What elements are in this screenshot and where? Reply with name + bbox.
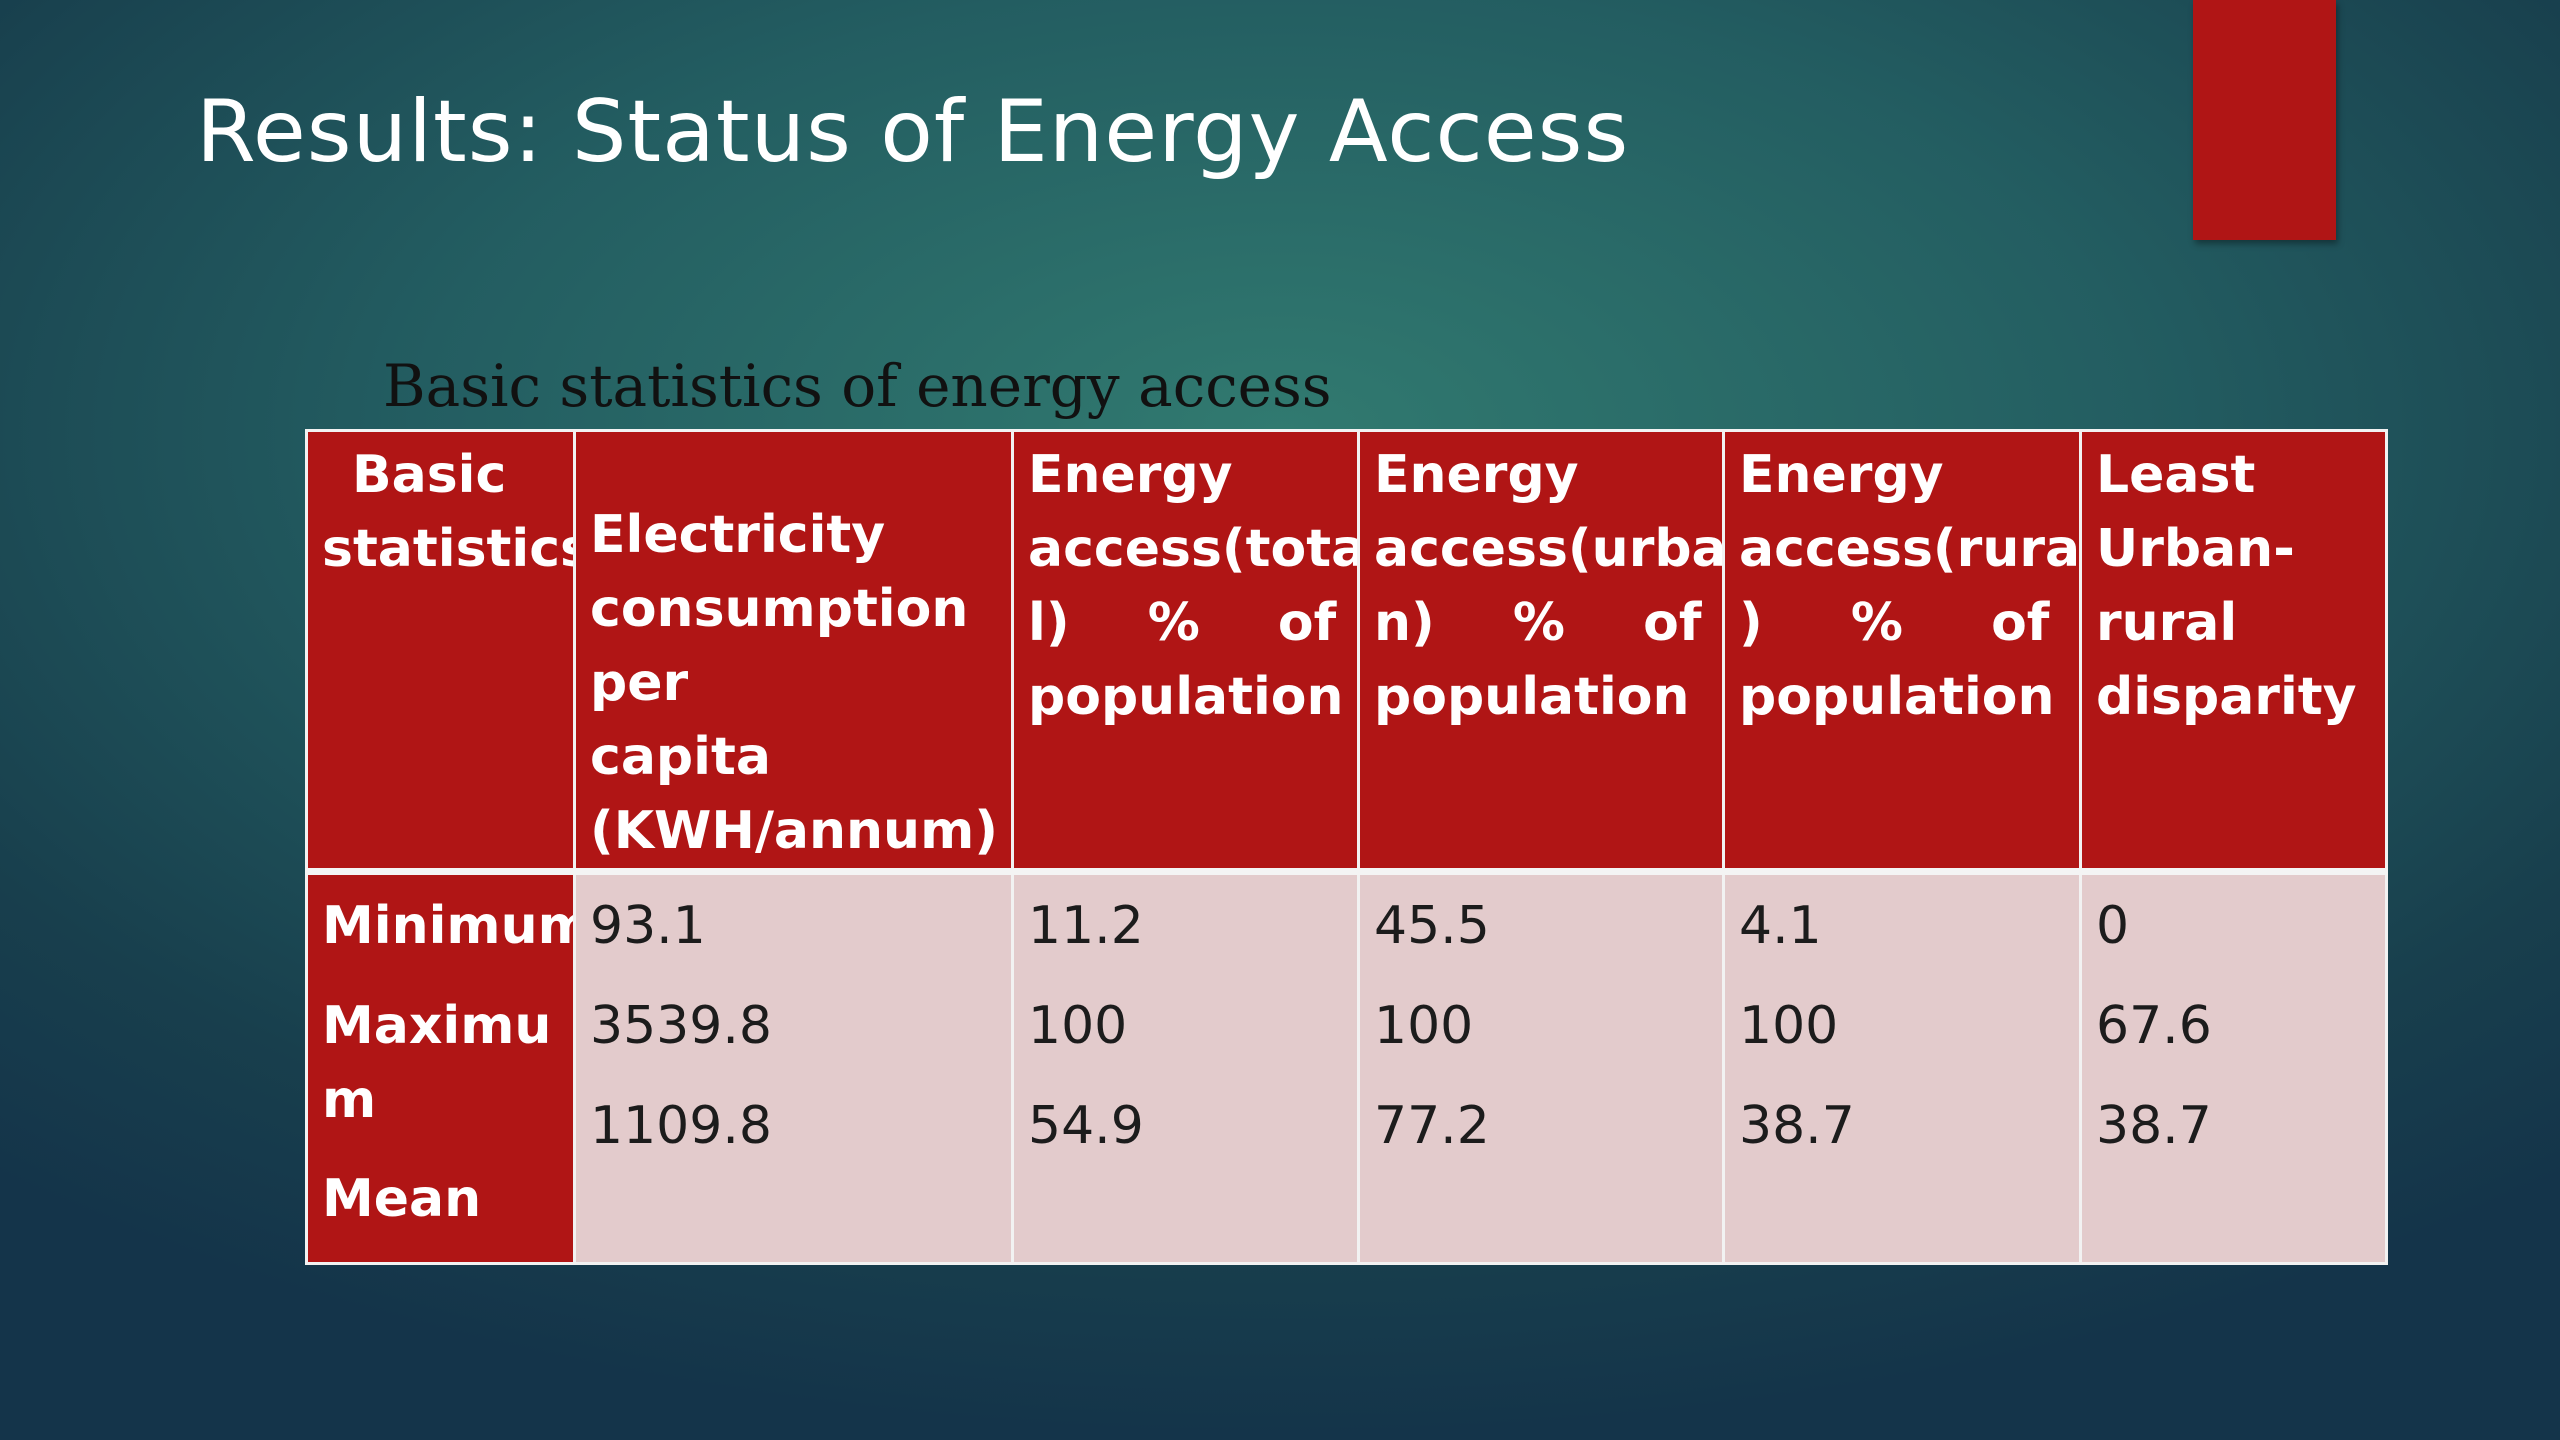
- row-label-minimum: Minimum: [322, 896, 575, 956]
- value-minimum: 11.2: [1028, 896, 1144, 956]
- header-electricity-consumption: Electricity consumption per capita (KWH/…: [573, 429, 1014, 875]
- header-line: Urban-: [2096, 519, 2295, 579]
- value-maximum: 67.6: [2096, 996, 2212, 1056]
- energy-access-rural-values: 4.1 100 38.7: [1722, 870, 2082, 1265]
- header-line: Energy: [1739, 445, 1944, 505]
- corner-accent-bar: [2193, 0, 2336, 240]
- header-line: access(rural: [1739, 519, 2081, 579]
- value-mean: 38.7: [1739, 1096, 1855, 1156]
- header-basic-statistics: Basic statistics: [305, 429, 576, 875]
- header-line: Energy: [1374, 445, 1579, 505]
- header-line: Electricity: [590, 505, 886, 565]
- header-line: access(urba: [1374, 519, 1724, 579]
- energy-statistics-table: Basic statistics Electricity consumption…: [305, 429, 2388, 1265]
- table-header-row: Basic statistics Electricity consumption…: [305, 429, 2388, 875]
- value-mean: 54.9: [1028, 1096, 1144, 1156]
- value-maximum: 3539.8: [590, 996, 772, 1056]
- header-line: population: [1739, 667, 2055, 727]
- header-line: consumption: [590, 579, 969, 639]
- row-label-mean: Mean: [322, 1169, 482, 1229]
- row-labels-cell: Minimum Maximu m Mean: [305, 870, 576, 1265]
- energy-access-total-values: 11.2 100 54.9: [1011, 870, 1360, 1265]
- header-energy-access-rural: Energy access(rural ) % of population: [1722, 429, 2082, 875]
- header-line: ) % of: [1739, 593, 2050, 653]
- header-line: access(tota: [1028, 519, 1359, 579]
- value-minimum: 45.5: [1374, 896, 1490, 956]
- urban-rural-disparity-values: 0 67.6 38.7: [2079, 870, 2388, 1265]
- value-maximum: 100: [1374, 996, 1474, 1056]
- header-line: rural: [2096, 593, 2238, 653]
- header-line: population: [1028, 667, 1344, 727]
- header-line: Least: [2096, 445, 2256, 505]
- row-label-maximum: Maximu m: [322, 996, 552, 1130]
- value-mean: 38.7: [2096, 1096, 2212, 1156]
- value-mean: 77.2: [1374, 1096, 1490, 1156]
- table-body-row: Minimum Maximu m Mean 93.1 3539.8 1109.8 …: [305, 870, 2388, 1265]
- header-line: n) % of: [1374, 593, 1702, 653]
- header-energy-access-total: Energy access(tota l) % of population: [1011, 429, 1360, 875]
- value-minimum: 93.1: [590, 896, 706, 956]
- value-minimum: 4.1: [1739, 896, 1822, 956]
- value-minimum: 0: [2096, 896, 2130, 956]
- value-maximum: 100: [1739, 996, 1839, 1056]
- header-line: statistics: [322, 519, 575, 579]
- slide-title: Results: Status of Energy Access: [196, 82, 1630, 182]
- header-line: disparity: [2096, 667, 2357, 727]
- header-line: population: [1374, 667, 1690, 727]
- value-mean: 1109.8: [590, 1096, 772, 1156]
- energy-access-urban-values: 45.5 100 77.2: [1357, 870, 1725, 1265]
- header-line: l) % of: [1028, 593, 1337, 653]
- header-line: Energy: [1028, 445, 1233, 505]
- electricity-consumption-values: 93.1 3539.8 1109.8: [573, 870, 1014, 1265]
- header-urban-rural-disparity: Least Urban- rural disparity: [2079, 429, 2388, 875]
- header-line: Basic: [352, 445, 507, 505]
- header-line: (KWH/annum): [590, 801, 999, 861]
- header-energy-access-urban: Energy access(urba n) % of population: [1357, 429, 1725, 875]
- header-line: per capita: [590, 653, 771, 787]
- table-caption: Basic statistics of energy access: [383, 352, 1332, 420]
- value-maximum: 100: [1028, 996, 1128, 1056]
